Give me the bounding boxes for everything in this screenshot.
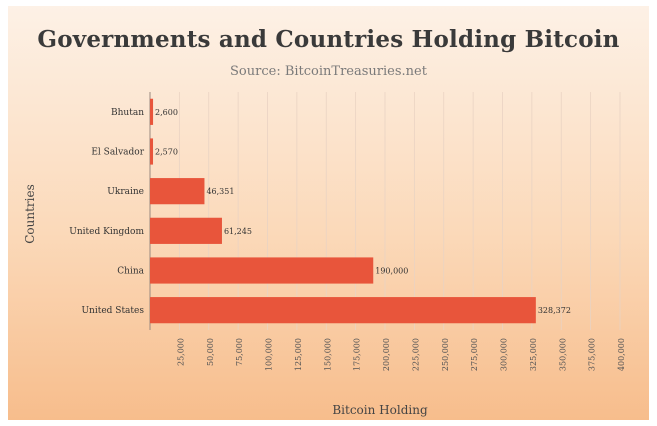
x-tick-label: 25,000 [176, 338, 185, 366]
value-label: 2,570 [155, 148, 178, 157]
x-tick-label: 400,000 [617, 338, 626, 371]
x-tick-label: 50,000 [206, 338, 215, 366]
bar [150, 138, 154, 165]
x-tick-label: 200,000 [382, 338, 391, 371]
x-tick-label: 375,000 [588, 338, 597, 371]
bar [150, 178, 205, 205]
bar [150, 217, 222, 244]
gridlines [149, 92, 621, 330]
x-tick-label: 175,000 [353, 338, 362, 371]
x-tick-label: 225,000 [411, 338, 420, 371]
x-tick-label: 300,000 [500, 338, 509, 371]
bar [150, 297, 536, 324]
x-tick-label: 100,000 [265, 338, 274, 371]
x-tick-label: 325,000 [529, 338, 538, 371]
x-tick-labels: 25,000 50,000 75,000 100,000 125,000 150,000 1… [176, 338, 626, 371]
x-axis-title: Bitcoin Holding [332, 403, 428, 417]
value-label: 46,351 [206, 187, 234, 196]
chart-frame: Governments and Countries Holding Bitcoi… [8, 6, 649, 420]
category-label: China [117, 267, 144, 277]
category-label: Bhutan [111, 108, 144, 118]
x-tick-label: 350,000 [558, 338, 567, 371]
category-label: United States [81, 306, 144, 316]
value-label: 328,372 [538, 306, 571, 315]
value-labels: 328,372 190,000 61,245 46,351 2,570 2,600 [155, 108, 571, 315]
bar-chart: United States China United Kingdom Ukraine E… [23, 92, 626, 417]
category-label: Ukraine [107, 187, 144, 197]
x-tick-label: 125,000 [294, 338, 303, 371]
value-label: 190,000 [375, 267, 408, 276]
category-label: El Salvador [91, 148, 144, 158]
bars [150, 98, 536, 324]
chart-title: Governments and Countries Holding Bitcoi… [37, 26, 620, 53]
value-label: 2,600 [155, 108, 178, 117]
x-tick-label: 275,000 [470, 338, 479, 371]
x-tick-label: 250,000 [441, 338, 450, 371]
x-tick-label: 150,000 [323, 338, 332, 371]
category-labels: United States China United Kingdom Ukraine E… [69, 108, 144, 316]
value-label: 61,245 [224, 227, 252, 236]
x-tick-label: 75,000 [235, 338, 244, 366]
chart-subtitle: Source: BitcoinTreasuries.net [230, 64, 427, 79]
bar [150, 98, 154, 125]
category-label: United Kingdom [69, 227, 144, 237]
bar [150, 257, 374, 284]
y-axis-title: Countries [23, 184, 37, 244]
